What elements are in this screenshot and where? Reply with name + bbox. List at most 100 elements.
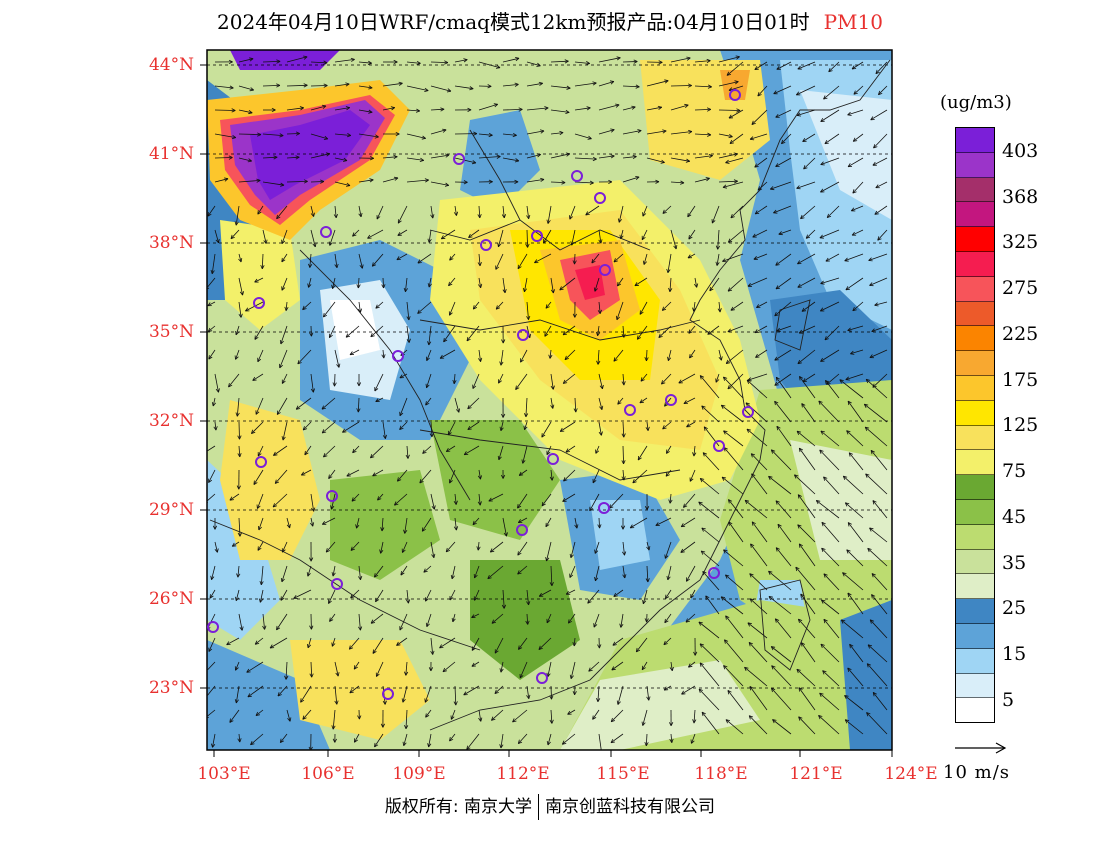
copyright-left: 版权所有: 南京大学 xyxy=(384,797,533,817)
wind-arrow xyxy=(797,61,816,70)
wind-arrow xyxy=(871,594,888,615)
wind-arrow xyxy=(358,253,364,269)
wind-arrow xyxy=(502,157,520,163)
wind-arrow xyxy=(345,325,360,338)
wind-arrow xyxy=(820,643,840,663)
wind-arrow xyxy=(293,589,312,599)
wind-arrow xyxy=(383,131,400,137)
colorbar-segment xyxy=(956,623,994,649)
wind-arrow xyxy=(478,61,501,69)
wind-arrow xyxy=(214,85,234,90)
wind-arrow xyxy=(823,476,840,495)
wind-arrow xyxy=(728,499,744,519)
wind-arrow xyxy=(622,154,637,160)
wind-arrow xyxy=(246,661,264,673)
wind-arrow xyxy=(276,613,288,631)
wind-arrow xyxy=(800,642,816,663)
wind-arrow xyxy=(725,615,744,639)
wind-arrow xyxy=(698,621,720,639)
wind-arrow xyxy=(404,709,409,729)
wind-arrow xyxy=(350,541,360,551)
wind-arrow xyxy=(718,108,741,113)
wind-arrow xyxy=(850,349,864,355)
wind-arrow xyxy=(406,133,426,140)
wind-arrow xyxy=(358,156,374,161)
wind-arrow xyxy=(869,619,888,639)
wind-arrow xyxy=(442,661,456,673)
wind-arrow xyxy=(254,325,264,340)
wind-arrow xyxy=(208,469,216,483)
wind-arrow xyxy=(688,661,696,668)
city-marker xyxy=(207,621,219,633)
wind-arrow xyxy=(473,589,480,601)
colorbar-segment xyxy=(956,499,994,525)
wind-arrow xyxy=(686,421,696,428)
wind-arrow xyxy=(358,565,363,581)
wind-arrow xyxy=(546,733,552,746)
wind-arrow xyxy=(524,397,529,418)
wind-arrow xyxy=(640,373,648,382)
wind-arrow xyxy=(848,452,864,471)
wind-arrow xyxy=(803,157,816,170)
colorbar-segment xyxy=(956,227,994,252)
wind-arrow xyxy=(670,103,689,111)
colorbar-segment xyxy=(956,202,994,228)
wind-arrow xyxy=(754,205,768,215)
copyright-divider xyxy=(538,794,540,820)
wind-arrow xyxy=(477,253,482,267)
wind-arrow xyxy=(237,421,242,440)
wind-arrow xyxy=(394,493,408,506)
wind-arrow xyxy=(597,301,602,314)
wind-arrow xyxy=(550,109,570,114)
wind-arrow xyxy=(612,637,624,646)
wind-arrow xyxy=(587,589,600,604)
wind-arrow xyxy=(425,373,432,389)
lon-label-115: 115°E xyxy=(596,764,650,784)
wind-arrow xyxy=(454,131,478,136)
wind-arrow xyxy=(213,421,218,431)
colorbar-units: (ug/m3) xyxy=(940,92,1012,113)
wind-arrow xyxy=(406,60,421,66)
wind-arrow xyxy=(689,349,696,359)
wind-arrow xyxy=(502,107,523,112)
wind-arrow xyxy=(334,82,350,87)
wind-arrow xyxy=(574,180,594,185)
wind-arrow xyxy=(353,661,360,670)
wind-arrow xyxy=(518,637,528,650)
wind-arrow xyxy=(467,397,480,410)
wind-arrow xyxy=(821,599,840,615)
wind-arrow xyxy=(309,517,315,527)
wind-arrow xyxy=(495,253,504,270)
wind-arrow xyxy=(642,589,648,605)
wind-arrow xyxy=(515,373,528,390)
wind-arrow xyxy=(550,152,571,159)
wind-arrow xyxy=(594,541,600,554)
wind-arrow xyxy=(846,549,864,567)
city-marker xyxy=(255,456,267,468)
wind-arrow xyxy=(334,181,351,187)
wind-arrow xyxy=(774,618,792,639)
wind-arrow xyxy=(639,301,648,315)
wind-arrow xyxy=(819,692,840,711)
wind-arrow xyxy=(572,301,577,318)
wind-arrow xyxy=(598,128,615,135)
wind-arrow xyxy=(824,325,840,341)
wind-arrow xyxy=(642,205,648,217)
wind-arrow xyxy=(372,637,384,654)
colorbar-segment xyxy=(956,450,994,476)
wind-arrow xyxy=(744,666,768,687)
wind-arrow xyxy=(798,543,816,567)
wind-arrow xyxy=(406,301,411,321)
lon-label-118: 118°E xyxy=(694,764,748,784)
wind-arrow xyxy=(526,106,549,111)
wind-arrow xyxy=(688,229,696,240)
wind-arrow xyxy=(375,661,384,677)
wind-arrow xyxy=(517,733,528,744)
colorbar-segment xyxy=(956,648,994,674)
wind-arrow xyxy=(621,421,626,438)
wind-arrow xyxy=(331,709,336,730)
wind-arrow xyxy=(694,84,712,89)
wind-arrow xyxy=(280,589,288,601)
wind-arrow xyxy=(847,522,864,543)
wind-arrow xyxy=(425,709,432,718)
